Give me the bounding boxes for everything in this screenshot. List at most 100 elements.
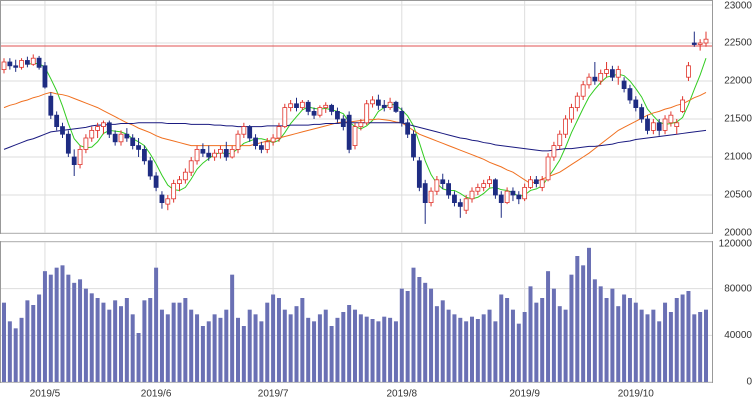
volume-bar [364, 316, 369, 382]
candle-body [335, 111, 340, 120]
candle-body [323, 104, 329, 108]
volume-bar [107, 309, 112, 382]
volume-bar [335, 317, 340, 382]
volume-bar [546, 271, 551, 382]
volume-bar [142, 300, 147, 382]
candle-body [364, 103, 370, 124]
volume-bar [159, 309, 164, 382]
volume-bar [692, 314, 697, 382]
volume-bar [195, 314, 200, 382]
volume-bar [563, 309, 568, 382]
candle-body [247, 126, 253, 139]
volume-bar [37, 294, 42, 382]
candle-body [212, 152, 218, 158]
candle-body [405, 122, 411, 135]
candle-body [680, 99, 685, 112]
volume-bar [25, 300, 30, 382]
candle-body [674, 122, 680, 128]
volume-bar [2, 302, 6, 382]
volume-bar [189, 309, 194, 382]
volume-bar [66, 274, 71, 382]
candle-body [276, 126, 282, 139]
candle-body [615, 69, 621, 78]
candle-body [264, 141, 270, 150]
volume-bar [101, 302, 106, 382]
candle-body [393, 101, 399, 112]
volume-bar [241, 326, 246, 382]
y-tick-label: 20500 [724, 190, 752, 201]
candle-body [463, 198, 469, 211]
volume-bar [72, 282, 77, 382]
candle-body [598, 73, 604, 82]
volume-bar [475, 319, 480, 382]
candle-body [492, 179, 498, 196]
volume-bar [370, 319, 375, 382]
candle-body [329, 104, 335, 112]
volume-bar [598, 286, 603, 382]
candle-body [235, 133, 241, 150]
volume-bar [236, 317, 240, 382]
volume-bar [411, 267, 416, 382]
candle-body [650, 122, 656, 131]
candle-body [194, 148, 200, 162]
candle-body [539, 179, 545, 188]
candle-body [19, 60, 24, 68]
candle-body [13, 65, 19, 68]
volume-bar [347, 305, 352, 382]
candle-body [7, 61, 13, 67]
candle-body [118, 133, 124, 143]
candle-body [504, 190, 510, 203]
volume-bar [154, 267, 159, 382]
candle-body [592, 76, 598, 82]
volume-bar [429, 288, 434, 382]
volume-bar [78, 279, 83, 382]
candle-body [528, 179, 533, 188]
volume-bar [551, 288, 556, 382]
volume-bar [358, 314, 363, 382]
x-tick-label: 2019/7 [258, 389, 289, 400]
candle-body [574, 95, 580, 108]
y-tick-label: 40000 [724, 330, 752, 341]
candle-body [60, 126, 65, 135]
candle-body [691, 42, 697, 45]
volume-bar [610, 288, 615, 382]
candle-body [24, 60, 30, 65]
volume-bar [271, 294, 276, 382]
volume-bar [464, 321, 469, 382]
volume-bar [317, 314, 322, 382]
volume-bar [13, 328, 18, 382]
volume-bar [627, 298, 632, 382]
volume-bar [493, 321, 498, 382]
candle-body [112, 133, 118, 143]
volume-bar [393, 321, 398, 382]
volume-bar [171, 302, 176, 382]
volume-bar [557, 306, 562, 382]
candle-body [340, 118, 346, 127]
volume-bar [668, 312, 673, 382]
candle-body [130, 137, 136, 146]
volume-bar [165, 314, 170, 382]
volume-bar [259, 321, 264, 382]
candle-body [165, 198, 171, 205]
volume-bar [440, 300, 445, 382]
volume-bar [633, 302, 638, 382]
candle-body [71, 156, 77, 165]
candle-body [586, 76, 592, 86]
volume-bar [19, 317, 24, 382]
candle-body [428, 190, 434, 203]
candle-body [89, 129, 95, 139]
volume-bar [622, 294, 627, 382]
candle-body [317, 107, 323, 116]
volume-bar [674, 298, 679, 382]
volume-bar [230, 274, 235, 382]
candle-body [124, 133, 130, 139]
candle-body [498, 194, 504, 203]
volume-bar [31, 305, 36, 382]
candle-body [42, 65, 48, 88]
candle-body [188, 160, 194, 173]
candle-body [282, 107, 288, 127]
volume-bar [288, 314, 293, 382]
volume-bar [136, 333, 141, 382]
